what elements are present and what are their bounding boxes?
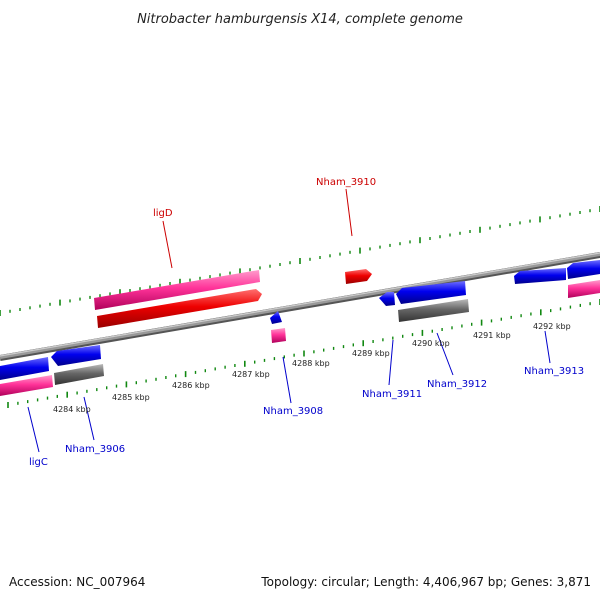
gene-label-ligc: ligC — [29, 457, 48, 468]
kbp-labels: 4284 kbp 4285 kbp 4286 kbp 4287 kbp 4288… — [53, 322, 571, 414]
kbp-label: 4292 kbp — [533, 322, 571, 331]
cds-nham-3911 — [379, 292, 395, 306]
kbp-label: 4284 kbp — [53, 405, 91, 414]
cds-nham-3912 — [396, 281, 466, 304]
kbp-label: 4285 kbp — [112, 393, 150, 402]
kbp-label: 4291 kbp — [473, 331, 511, 340]
genome-summary-text: Topology: circular; Length: 4,406,967 bp… — [260, 575, 591, 589]
cds-ligd-rna-band — [94, 270, 260, 310]
gene-label-nham-3913: Nham_3913 — [524, 366, 584, 377]
cds-nham-3908-blue — [270, 311, 282, 324]
cds-nham-3906 — [51, 345, 101, 366]
accession-text: Accession: NC_007964 — [9, 575, 145, 589]
cds-right-edge-pink — [568, 280, 600, 298]
cds-nham-3913 — [514, 268, 566, 284]
leader-lines — [27, 188, 551, 453]
cds-nham-3910 — [345, 269, 372, 284]
genome-backbone — [0, 252, 600, 361]
gene-label-ligd: ligD — [153, 208, 173, 219]
gene-labels: ligD Nham_3910 ligC Nham_3906 Nham_3908 … — [29, 177, 584, 468]
gene-label-nham-3910: Nham_3910 — [316, 177, 376, 188]
map-title: Nitrobacter hamburgensis X14, complete g… — [137, 12, 463, 27]
cds-nham-3908-pink — [271, 328, 286, 343]
gene-label-nham-3906: Nham_3906 — [65, 444, 125, 455]
kbp-label: 4289 kbp — [352, 349, 390, 358]
cds-right-edge-blue — [567, 260, 600, 279]
kbp-label: 4290 kbp — [412, 339, 450, 348]
cds-ligd — [97, 289, 262, 328]
tick-row-lower — [7, 299, 600, 408]
cds-nham-3906-pseudo — [54, 364, 104, 385]
tick-row-upper — [0, 206, 600, 316]
gene-label-nham-3908: Nham_3908 — [263, 406, 323, 417]
cds-ligc-rna-band — [0, 375, 53, 396]
features — [0, 260, 600, 396]
kbp-label: 4286 kbp — [172, 381, 210, 390]
kbp-label: 4288 kbp — [292, 359, 330, 368]
gene-label-nham-3911: Nham_3911 — [362, 389, 422, 400]
cds-ligc — [0, 357, 49, 380]
gene-label-nham-3912: Nham_3912 — [427, 379, 487, 390]
kbp-label: 4287 kbp — [232, 370, 270, 379]
cds-nham-3912-pseudo — [398, 299, 469, 322]
